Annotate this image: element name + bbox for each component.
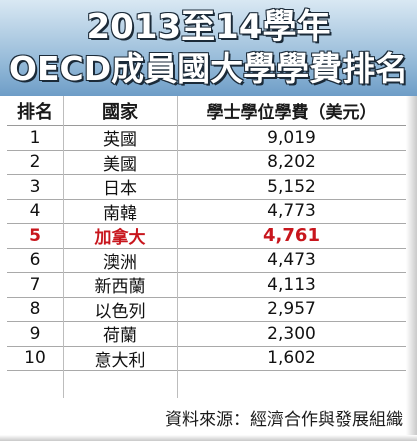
fee-cell: 2,300 xyxy=(267,323,316,344)
fee-cell: 4,761 xyxy=(263,225,320,247)
header-country: 國家 xyxy=(102,101,138,123)
country-cell: 新西蘭 xyxy=(94,277,146,298)
country-cell: 荷蘭 xyxy=(103,326,137,347)
source-note: 資料來源：經濟合作與發展組織 xyxy=(165,410,403,430)
table-row: 7 新西蘭 4,113 xyxy=(7,273,406,298)
table-row: 4 南韓 4,773 xyxy=(7,200,406,224)
country-cell: 日本 xyxy=(103,179,137,200)
fee-cell: 5,152 xyxy=(267,176,316,197)
table-row-highlighted: 5 加拿大 4,761 xyxy=(7,224,406,249)
header-fee: 學士學位學費（美元） xyxy=(206,103,377,123)
title-band: 2013至14學年 OECD成員國大學學費排名 xyxy=(0,0,417,96)
table-body: 1 英國 9,019 2 美國 8,202 3 日本 5,152 4 南韓 4,… xyxy=(7,126,406,371)
fee-cell: 4,113 xyxy=(267,274,316,295)
rank-cell: 3 xyxy=(29,176,41,197)
fee-cell: 4,473 xyxy=(267,250,316,271)
country-cell: 美國 xyxy=(103,154,137,175)
title-line-1: 2013至14學年 xyxy=(86,6,332,48)
country-cell: 英國 xyxy=(103,130,137,151)
panel-shadow-right xyxy=(406,96,417,441)
fee-cell: 4,773 xyxy=(267,201,316,222)
table-row: 1 英國 9,019 xyxy=(7,126,406,151)
rank-cell: 4 xyxy=(29,201,41,222)
rank-cell: 9 xyxy=(29,323,41,344)
rank-cell: 1 xyxy=(29,127,41,148)
country-cell: 澳洲 xyxy=(103,252,137,273)
table-header: 排名 國家 學士學位學費（美元） xyxy=(7,96,406,126)
rank-cell: 10 xyxy=(24,348,46,369)
fee-cell: 1,602 xyxy=(267,348,316,369)
country-cell: 意大利 xyxy=(94,350,146,371)
rank-cell: 7 xyxy=(29,274,41,295)
column-divider xyxy=(63,96,64,398)
country-cell: 南韓 xyxy=(103,203,137,224)
fee-cell: 8,202 xyxy=(267,152,316,173)
header-rank: 排名 xyxy=(17,101,53,123)
table-row: 9 荷蘭 2,300 xyxy=(7,322,406,347)
column-divider xyxy=(177,96,178,398)
table-row: 8 以色列 2,957 xyxy=(7,298,406,322)
table-row: 2 美國 8,202 xyxy=(7,151,406,175)
rank-cell: 8 xyxy=(29,299,41,320)
fee-cell: 9,019 xyxy=(267,127,316,148)
panel-shadow-bottom xyxy=(0,435,417,441)
rank-cell: 2 xyxy=(29,152,41,173)
table-row: 10 意大利 1,602 xyxy=(7,347,406,371)
fee-cell: 2,957 xyxy=(267,299,316,320)
rank-cell: 5 xyxy=(29,225,41,246)
country-cell: 以色列 xyxy=(94,301,146,322)
country-cell: 加拿大 xyxy=(94,228,146,249)
title-line-2: OECD成員國大學學費排名 xyxy=(8,48,409,89)
table-row: 3 日本 5,152 xyxy=(7,175,406,200)
table-row: 6 澳洲 4,473 xyxy=(7,249,406,273)
rank-cell: 6 xyxy=(29,250,41,271)
